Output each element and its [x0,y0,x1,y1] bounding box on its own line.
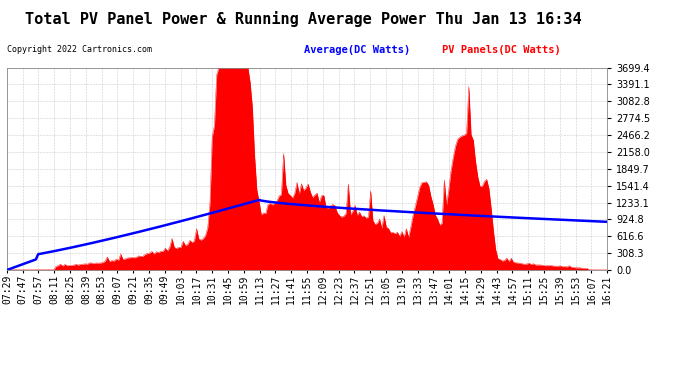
Text: Copyright 2022 Cartronics.com: Copyright 2022 Cartronics.com [7,45,152,54]
Text: PV Panels(DC Watts): PV Panels(DC Watts) [442,45,560,55]
Text: Average(DC Watts): Average(DC Watts) [304,45,410,55]
Text: Total PV Panel Power & Running Average Power Thu Jan 13 16:34: Total PV Panel Power & Running Average P… [26,11,582,27]
